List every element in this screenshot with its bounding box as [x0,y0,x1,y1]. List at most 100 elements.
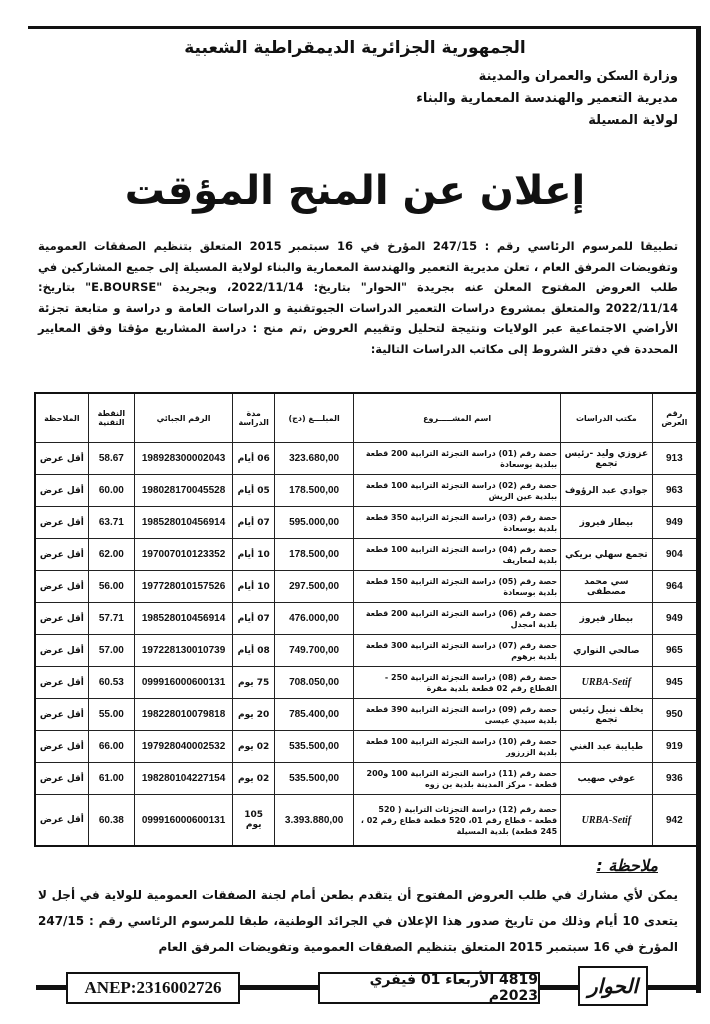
amount-cell: 535.500,00 [274,730,355,763]
project-name-cell: حصة رقم (04) دراسة التجزئة الترابية 100 … [353,538,562,571]
offer-number-cell: 945 [651,666,698,699]
remark-cell: أقل عرض [34,794,89,847]
amount-cell: 476.000,00 [274,602,355,635]
amount-cell: 297.500,00 [274,570,355,603]
project-name-cell: حصة رقم (05) دراسة التجزئة الترابية 150 … [353,570,562,603]
amount-cell: 595.000,00 [274,506,355,539]
note-text: يمكن لأي مشارك في طلب العروض المفتوح أن … [38,888,678,954]
tax-number-cell: 198228010079818 [133,698,234,731]
offer-number-cell: 913 [651,442,698,475]
table-row: 913 عزوزي وليد -رئيس تجمع حصة رقم (01) درا… [34,442,698,475]
duration-cell: 10 أيام [232,538,276,571]
duration-cell: 02 يوم [232,762,276,795]
column-header: الملاحظة [34,392,89,443]
study-office-cell: URBA-Setif [560,666,653,699]
remark-cell: أقل عرض [34,506,89,539]
offer-number-cell: 942 [651,794,698,847]
duration-cell: 10 أيام [232,570,276,603]
column-header: المبلـــغ (دج) [274,392,355,443]
technical-score-cell: 63.71 [87,506,136,539]
technical-score-cell: 55.00 [87,698,136,731]
duration-cell: 105 يوم [232,794,276,847]
tax-number-cell: 198528010456914 [133,506,234,539]
offer-number-cell: 919 [651,730,698,763]
offer-number-cell: 936 [651,762,698,795]
tax-number-cell: 197228130010739 [133,634,234,667]
project-name-cell: حصة رقم (08) دراسة التجزئة الترابية 250 … [353,666,562,699]
duration-cell: 05 أيام [232,474,276,507]
remark-cell: أقل عرض [34,666,89,699]
study-office-cell: طيايبة عبد الغني [560,730,653,763]
amount-cell: 535.500,00 [274,762,355,795]
column-header: مكتب الدراسات [560,392,653,443]
table-row: 949 بيطار فيروز حصة رقم (03) دراسة التجزئة… [34,506,698,539]
study-office-cell: جوادي عبد الرؤوف [560,474,653,507]
offer-number-cell: 949 [651,602,698,635]
page-title: إعلان عن المنح المؤقت [124,168,586,214]
study-office-cell: صالحي النواري [560,634,653,667]
study-office-cell: تجمع سهلي بريكي [560,538,653,571]
technical-score-cell: 60.38 [87,794,136,847]
duration-cell: 07 أيام [232,506,276,539]
technical-score-cell: 58.67 [87,442,136,475]
amount-cell: 785.400,00 [274,698,355,731]
technical-score-cell: 60.53 [87,666,136,699]
remark-cell: أقل عرض [34,634,89,667]
amount-cell: 178.500,00 [274,474,355,507]
table-row: 942 URBA-Setif حصة رقم (12) دراسة التجزئات… [34,794,698,847]
tax-number-cell: 198280104227154 [133,762,234,795]
project-name-cell: حصة رقم (09) دراسة التجزئة الترابية 390 … [353,698,562,731]
ministry-name: وزارة السكن والعمران والمدينة [478,69,678,84]
duration-cell: 06 أيام [232,442,276,475]
amount-cell: 323.680,00 [274,442,355,475]
remark-cell: أقل عرض [34,474,89,507]
technical-score-cell: 57.00 [87,634,136,667]
study-office-cell: عزوزي وليد -رئيس تجمع [560,442,653,475]
offer-number-cell: 964 [651,570,698,603]
republic-heading: الجمهورية الجزائرية الديمقراطية الشعبية [184,38,526,58]
table-header-row: رقم العرض مكتب الدراسات اسم المشـــــروع ال… [34,392,698,443]
table-row: 964 سي محمد مصطفى حصة رقم (05) دراسة التجز… [34,570,698,603]
newspaper-logo: الحوار [578,966,648,1006]
amount-cell: 708.050,00 [274,666,355,699]
technical-score-cell: 66.00 [87,730,136,763]
duration-cell: 07 أيام [232,602,276,635]
wilaya-name: لولاية المسيلة [588,113,678,128]
offer-number-cell: 904 [651,538,698,571]
remark-cell: أقل عرض [34,762,89,795]
tax-number-cell: 198528010456914 [133,602,234,635]
tax-number-cell: 197007010123352 [133,538,234,571]
project-name-cell: حصة رقم (12) دراسة التجزئات الترابية ( 5… [353,794,562,847]
note-title: ملاحظة : [596,856,658,875]
offer-number-cell: 963 [651,474,698,507]
table-row: 965 صالحي النواري حصة رقم (07) دراسة التجز… [34,634,698,667]
project-name-cell: حصة رقم (03) دراسة التجزئة الترابية 350 … [353,506,562,539]
duration-cell: 02 يوم [232,730,276,763]
project-name-cell: حصة رقم (01) دراسة التجزئة الترابية 200 … [353,442,562,475]
intro-paragraph: تطبيقا للمرسوم الرئاسي رقم : 247/15 المؤ… [38,239,679,356]
project-name-cell: حصة رقم (11) دراسة التجزئة الترابية 100 … [353,762,562,795]
column-header: الرقم الجبائي [133,392,234,443]
tax-number-cell: 198028170045528 [133,474,234,507]
study-office-cell: يخلف نبيل رئيس تجمع [560,698,653,731]
issuer-block: وزارة السكن والعمران والمدينة مديرية الت… [416,66,678,132]
technical-score-cell: 62.00 [87,538,136,571]
remark-cell: أقل عرض [34,730,89,763]
page-frame [28,26,701,993]
project-name-cell: حصة رقم (07) دراسة التجزئة الترابية 300 … [353,634,562,667]
remark-cell: أقل عرض [34,538,89,571]
duration-cell: 20 يوم [232,698,276,731]
issue-info: 4819 الأربعاء 01 فيفري 2023م [318,972,540,1004]
awards-table: رقم العرض مكتب الدراسات اسم المشـــــروع ال… [34,392,698,847]
project-name-cell: حصة رقم (02) دراسة التجزئة الترابية 100 … [353,474,562,507]
offer-number-cell: 965 [651,634,698,667]
study-office-cell: سي محمد مصطفى [560,570,653,603]
tax-number-cell: 197728010157526 [133,570,234,603]
anep-number: ANEP:2316002726 [66,972,240,1004]
remark-cell: أقل عرض [34,570,89,603]
remark-cell: أقل عرض [34,602,89,635]
duration-cell: 08 أيام [232,634,276,667]
remark-cell: أقل عرض [34,698,89,731]
table-row: 949 بيطار فيروز حصة رقم (06) دراسة التجزئة… [34,602,698,635]
technical-score-cell: 60.00 [87,474,136,507]
